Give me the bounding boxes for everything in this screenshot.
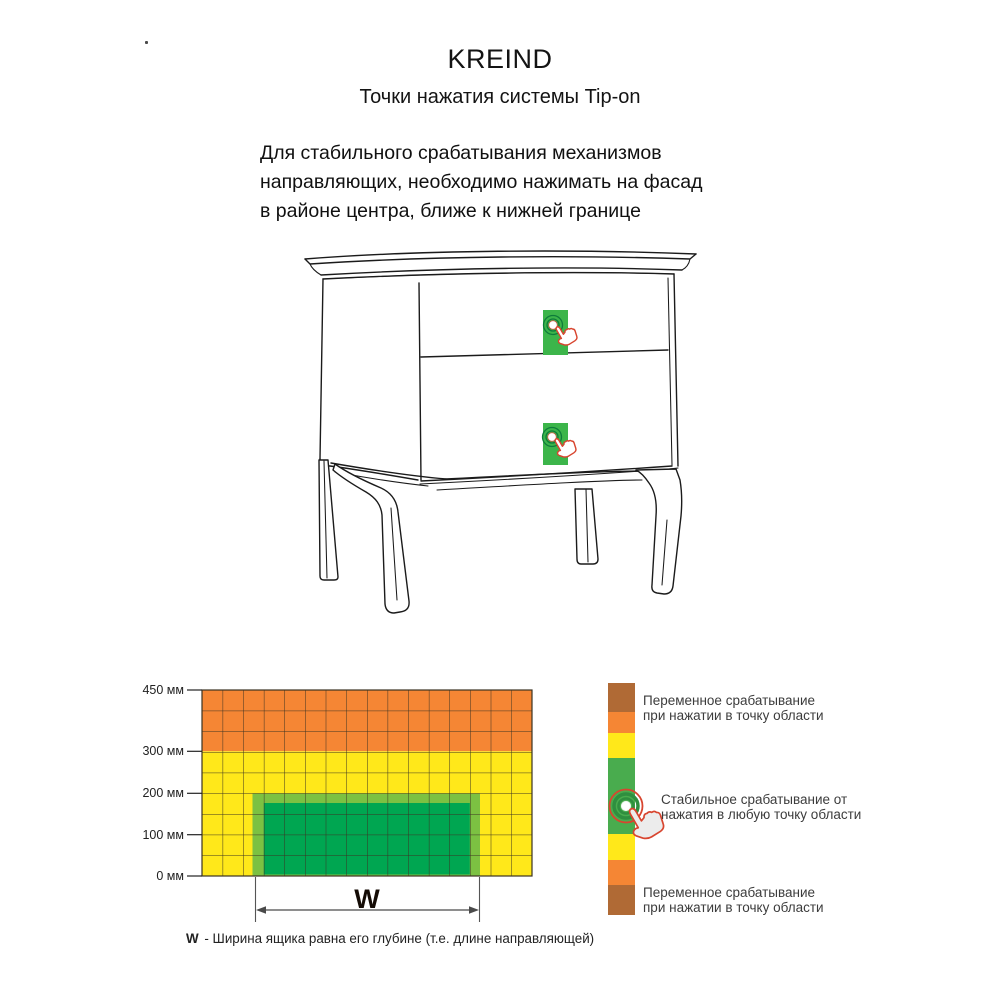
press-ripple-green-inner — [617, 797, 635, 815]
press-ripple-red — [608, 788, 644, 824]
width-label: W — [354, 884, 380, 914]
intro-line-1: Для стабильного срабатывания механизмов — [260, 142, 662, 164]
legend-seg-orange-bottom — [608, 860, 635, 885]
press-point — [547, 432, 557, 442]
intro-line-2: направляющих, необходимо нажимать на фас… — [260, 171, 703, 193]
cabinet-body — [319, 271, 679, 485]
legend-item-variable-top: Переменное срабатывание при нажатии в то… — [643, 693, 824, 723]
zones-grid — [187, 689, 533, 922]
legend-line: при нажатии в точку области — [643, 899, 824, 915]
grid-cells — [202, 690, 532, 876]
legend-line: нажатия в любую точку области — [661, 806, 862, 822]
back-left-leg — [318, 459, 339, 581]
legend-seg-yellow-bottom — [608, 834, 635, 860]
front-rail-top — [445, 470, 645, 480]
tick-450mm: 450 мм — [142, 683, 184, 697]
legend-color-bar — [608, 683, 669, 915]
front-right-leg — [635, 468, 683, 595]
front-left-leg — [332, 463, 410, 614]
tick-100mm: 100 мм — [142, 828, 184, 842]
press-ripple-outer — [542, 314, 564, 336]
body-left-edge — [319, 278, 324, 460]
back-right-leg — [574, 488, 599, 565]
arrowhead-left — [256, 906, 266, 914]
left-rail-top — [330, 462, 447, 480]
caption-text: - Ширина ящика равна его глубине (т.е. д… — [204, 931, 595, 946]
legend-item-stable: Стабильное срабатывание от нажатия в люб… — [661, 792, 862, 822]
press-zone-top-drawer — [542, 310, 581, 355]
brand-title: KREIND — [447, 44, 553, 74]
intro-paragraph: Для стабильного срабатывания механизмов … — [260, 139, 703, 226]
front-left-leg-contour — [390, 507, 398, 601]
back-left-leg-contour — [323, 460, 328, 579]
legend-line: Переменное срабатывание — [643, 693, 816, 708]
tick-300mm: 300 мм — [142, 744, 184, 758]
front-right-leg-contour — [661, 519, 668, 586]
legend-seg-brown-top — [608, 683, 635, 712]
legend-line: при нажатии в точку области — [643, 707, 824, 723]
front-legs — [332, 463, 683, 614]
caption-w: W — [186, 931, 199, 946]
intro-line-3: в районе центра, ближе к нижней границе — [260, 200, 641, 222]
body-right-edge — [673, 273, 679, 467]
press-ripple-outer — [541, 426, 563, 448]
diagram-caption: W - Ширина ящика равна его глубине (т.е.… — [186, 931, 594, 946]
back-right-leg-contour — [585, 488, 589, 563]
front-corner-edge — [418, 282, 422, 481]
legend-seg-brown-bottom — [608, 885, 635, 915]
right-inner-edge — [667, 277, 673, 466]
press-ripple-inner — [546, 318, 560, 332]
back-legs — [318, 459, 599, 581]
stray-mark — [145, 41, 148, 44]
tick-marks — [187, 689, 202, 877]
arrowhead-right — [469, 906, 479, 914]
grid-border — [201, 689, 533, 877]
press-zone-bottom-drawer — [541, 423, 580, 465]
body-face — [320, 274, 678, 481]
legend-line: Переменное срабатывание — [643, 885, 816, 900]
legend-seg-yellow-top — [608, 733, 635, 758]
body-top-edge — [322, 271, 675, 280]
tick-0mm: 0 мм — [156, 869, 184, 883]
furniture-drawing — [304, 250, 697, 614]
press-point — [620, 800, 632, 812]
press-point — [548, 320, 558, 330]
legend-line: Стабильное срабатывание от — [661, 792, 848, 807]
legend-item-variable-bottom: Переменное срабатывание при нажатии в то… — [643, 885, 824, 915]
legend-press-icon — [608, 788, 669, 845]
tick-200mm: 200 мм — [142, 786, 184, 800]
front-rail-bottom — [436, 479, 643, 491]
press-ripple-green-outer — [612, 792, 640, 820]
legend-seg-orange-top — [608, 712, 635, 733]
page-subtitle: Точки нажатия системы Tip-on — [359, 86, 641, 108]
press-ripple-inner — [545, 430, 559, 444]
width-measurement — [254, 877, 481, 922]
